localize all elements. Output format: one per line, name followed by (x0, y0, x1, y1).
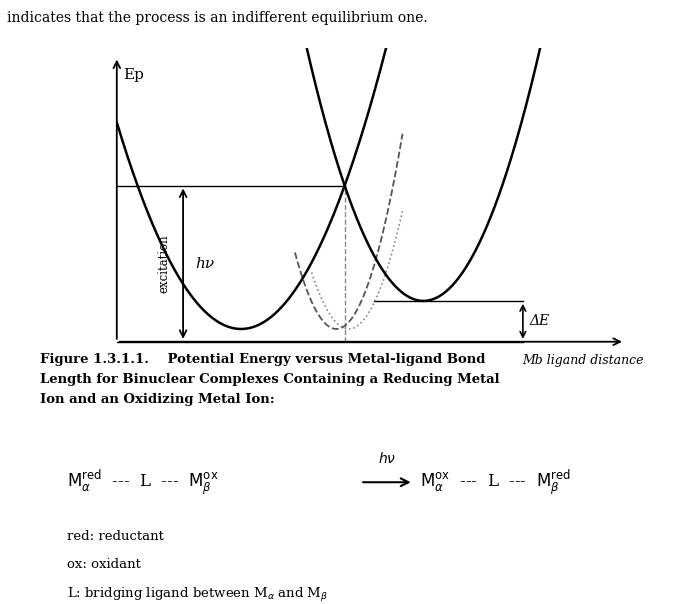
Text: $\mathrm{M}_\alpha^{\mathrm{ox}}$  ---  L  ---  $\mathrm{M}_\beta^{\mathrm{red}}: $\mathrm{M}_\alpha^{\mathrm{ox}}$ --- L … (420, 467, 571, 497)
Text: hν: hν (196, 257, 214, 271)
Text: $h\nu$: $h\nu$ (378, 451, 396, 466)
Text: Figure 1.3.1.1.    Potential Energy versus Metal-ligand Bond
Length for Binuclea: Figure 1.3.1.1. Potential Energy versus … (41, 353, 500, 406)
Text: red: reductant: red: reductant (67, 530, 164, 544)
Text: excitation: excitation (157, 234, 170, 293)
Text: indicates that the process is an indifferent equilibrium one.: indicates that the process is an indiffe… (7, 11, 427, 25)
Text: Ep: Ep (124, 68, 144, 82)
Text: ox: oxidant: ox: oxidant (67, 558, 141, 571)
Text: ΔE: ΔE (530, 314, 550, 329)
Text: L: bridging ligand between M$_\alpha$ and M$_\beta$: L: bridging ligand between M$_\alpha$ an… (67, 586, 328, 604)
Text: Mb ligand distance: Mb ligand distance (522, 355, 643, 367)
Text: $\mathrm{M}_\alpha^{\mathrm{red}}$  ---  L  ---  $\mathrm{M}_\beta^{\mathrm{ox}}: $\mathrm{M}_\alpha^{\mathrm{red}}$ --- L… (67, 467, 218, 497)
